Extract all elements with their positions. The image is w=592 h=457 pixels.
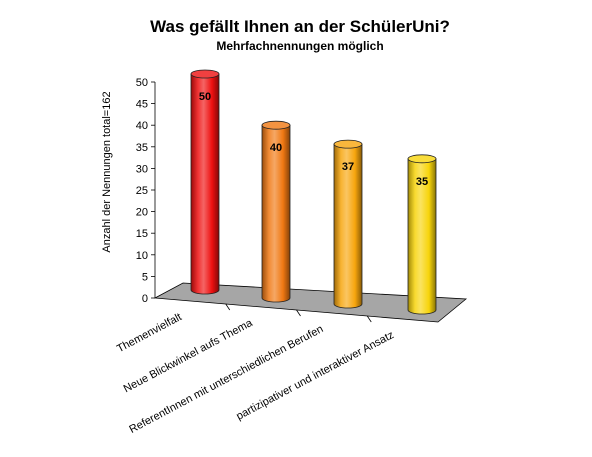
value-label: 50: [199, 91, 211, 103]
y-tick-label: 40: [136, 120, 148, 132]
category-label: partizipativer und interaktiver Ansatz: [234, 329, 396, 423]
y-tick-label: 45: [136, 99, 148, 111]
y-axis-label: Anzahl der Nennungen total=162: [101, 91, 113, 252]
bar-3: [333, 139, 363, 309]
bar-top: [190, 69, 220, 79]
y-axis-ticks: 0 5 10 15 20 25 30 35 40 45 50: [136, 77, 155, 305]
category-label: Neue Blickwinkel aufs Thema: [122, 317, 256, 396]
y-tick-label: 5: [142, 271, 148, 283]
y-tick-label: 10: [136, 250, 148, 262]
value-label: 35: [416, 176, 428, 188]
value-label: 37: [342, 161, 354, 173]
bar-body: [333, 143, 363, 309]
chart-subtitle: Mehrfachnennungen möglich: [216, 39, 383, 53]
y-tick-label: 35: [136, 142, 148, 154]
y-tick-label: 0: [142, 293, 148, 305]
floor-category-ticks: [225, 303, 372, 323]
y-tick-label: 15: [136, 228, 148, 240]
chart-floor: [153, 282, 468, 323]
bar-top: [333, 139, 363, 149]
value-label: 40: [270, 142, 282, 154]
bar-top: [261, 120, 291, 130]
y-tick-label: 20: [136, 207, 148, 219]
bar-2: [261, 120, 291, 303]
bar-body: [407, 158, 437, 315]
floor-tick-mark: [225, 303, 231, 311]
floor-tick-mark: [366, 315, 372, 323]
category-label: Themenvielfalt: [115, 311, 184, 355]
bar-top: [407, 154, 437, 164]
bar-body: [261, 124, 291, 303]
value-labels-group: 50 40 37 35: [199, 91, 428, 188]
bar-1: [190, 69, 220, 295]
bar-body: [190, 73, 220, 295]
y-tick-label: 50: [136, 77, 148, 89]
floor-tick-mark: [296, 309, 301, 317]
y-tick-label: 25: [136, 185, 148, 197]
chart-title: Was gefällt Ihnen an der SchülerUni?: [150, 17, 450, 36]
bars-group: [190, 69, 437, 315]
bar-4: [407, 154, 437, 315]
y-tick-label: 30: [136, 163, 148, 175]
